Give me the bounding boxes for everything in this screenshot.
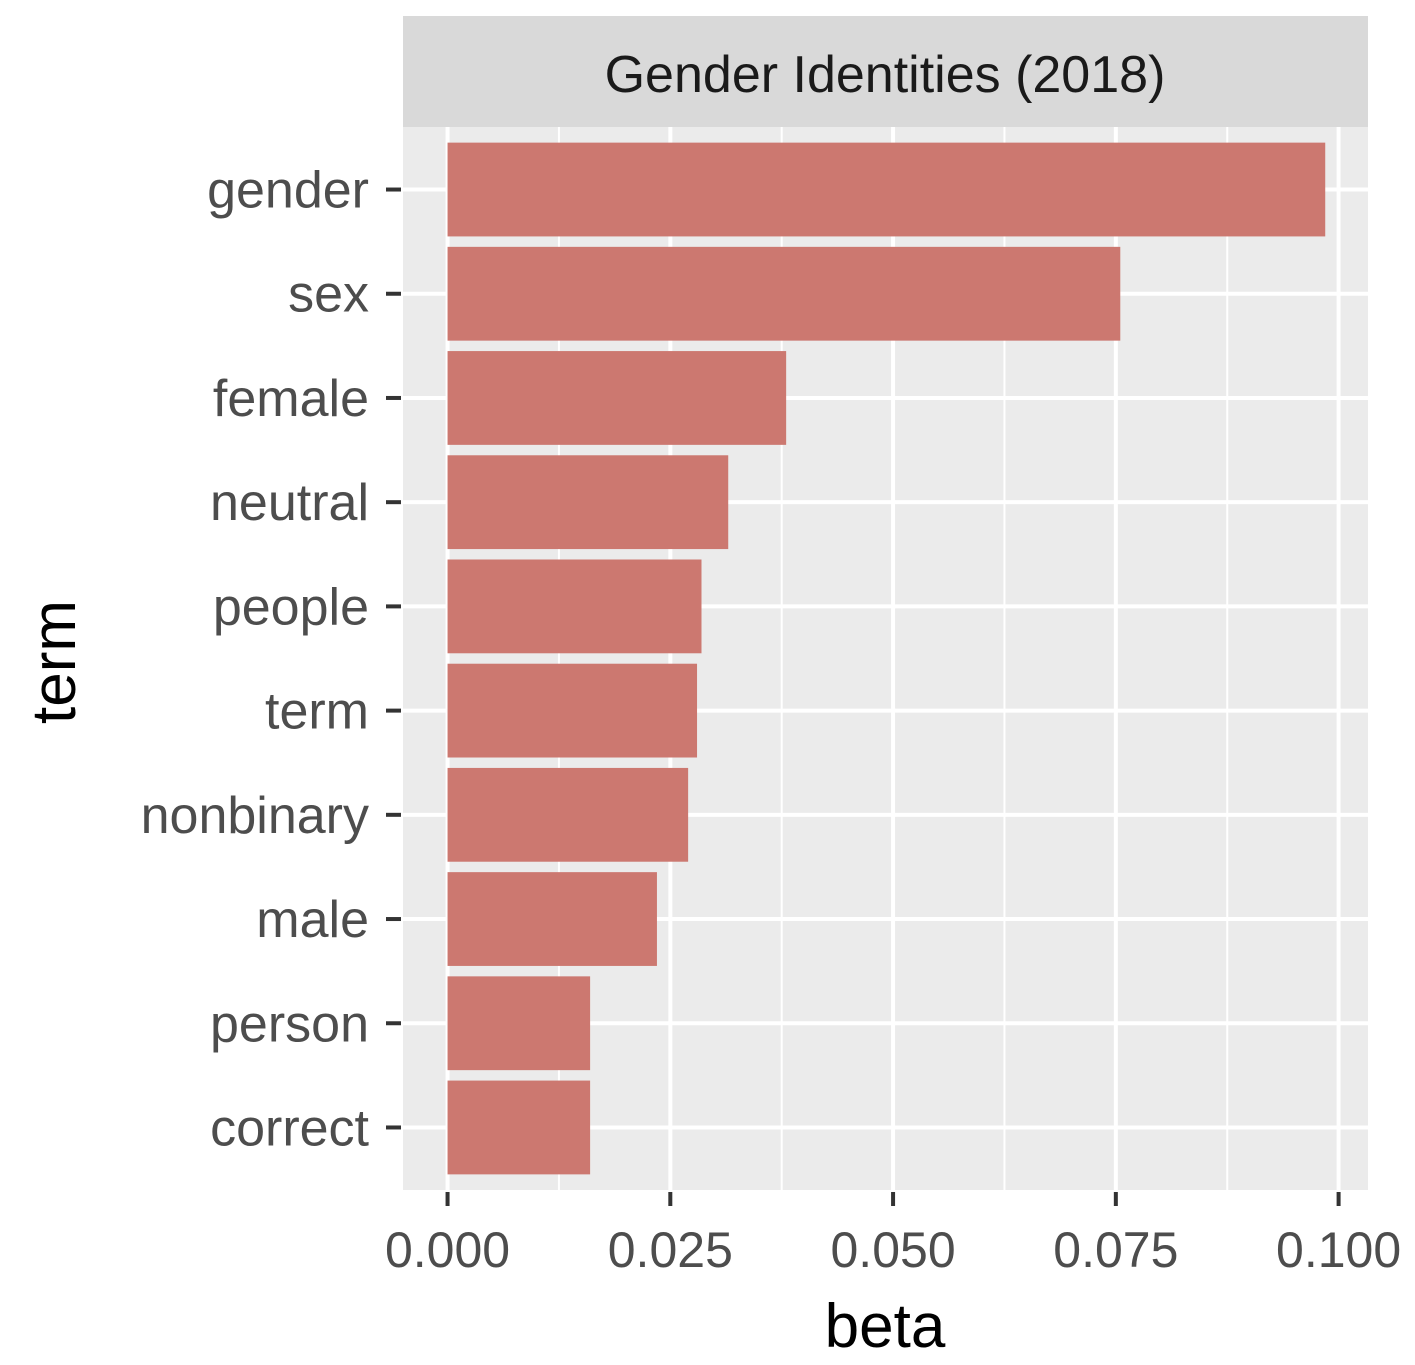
x-axis: 0.000 0.025 0.050 0.075 0.100 xyxy=(385,1192,1401,1278)
chart-title: Gender Identities (2018) xyxy=(605,46,1166,104)
bar-correct xyxy=(447,1080,591,1175)
x-tick-label: 0.025 xyxy=(608,1222,733,1278)
bar-people xyxy=(447,559,702,654)
x-tick-label: 0.100 xyxy=(1276,1222,1401,1278)
bar-person xyxy=(447,976,591,1071)
bar-male xyxy=(447,872,657,966)
bar-gender xyxy=(447,142,1326,237)
bar-neutral xyxy=(447,455,729,550)
y-tick-label: sex xyxy=(288,266,369,324)
x-tick-label: 0.075 xyxy=(1053,1222,1178,1278)
facet-strip xyxy=(403,16,1368,127)
bar-nonbinary xyxy=(447,767,689,862)
bar-layer xyxy=(447,142,1326,1175)
y-axis-title: term xyxy=(20,600,89,724)
y-tick-label: female xyxy=(213,370,369,428)
bar-term xyxy=(447,663,698,758)
y-tick-label: term xyxy=(265,683,369,741)
y-tick-label: gender xyxy=(207,162,369,220)
x-tick-label: 0.050 xyxy=(831,1222,956,1278)
x-tick-label: 0.000 xyxy=(385,1222,510,1278)
y-tick-label: correct xyxy=(210,1099,369,1157)
bar-female xyxy=(447,351,787,445)
y-tick-label: neutral xyxy=(210,474,369,532)
y-tick-label: people xyxy=(213,578,369,636)
x-axis-title: beta xyxy=(825,1292,946,1360)
y-axis: gender sex female neutral people term nonbinar… xyxy=(141,162,401,1157)
bar-sex xyxy=(447,246,1121,341)
y-tick-label: person xyxy=(210,995,369,1053)
y-tick-label: male xyxy=(256,891,369,949)
y-tick-label: nonbinary xyxy=(141,787,369,845)
